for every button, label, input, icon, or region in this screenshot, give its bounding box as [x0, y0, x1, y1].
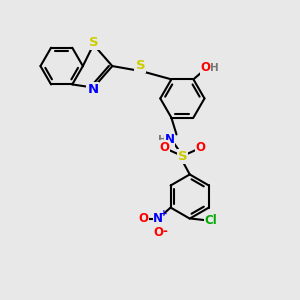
Text: N: N — [87, 83, 98, 96]
Text: S: S — [89, 36, 99, 49]
Text: O: O — [159, 141, 169, 154]
Text: O: O — [153, 226, 163, 239]
Text: O: O — [139, 212, 148, 225]
Text: O: O — [200, 61, 210, 74]
Text: S: S — [136, 59, 145, 72]
Text: +: + — [160, 209, 167, 218]
Text: N: N — [165, 133, 175, 146]
Text: S: S — [178, 150, 187, 163]
Text: O: O — [196, 141, 206, 154]
Text: H: H — [158, 135, 167, 145]
Text: H: H — [210, 63, 219, 73]
Text: N: N — [153, 212, 163, 225]
Text: -: - — [162, 225, 167, 238]
Text: Cl: Cl — [205, 214, 217, 226]
